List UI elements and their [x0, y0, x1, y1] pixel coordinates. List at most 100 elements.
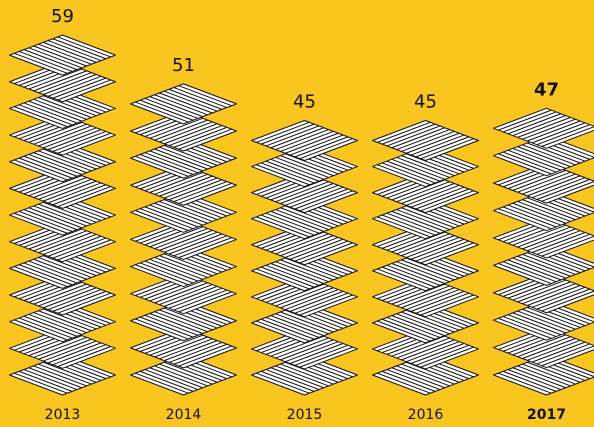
hatch [396, 233, 450, 255]
hatch [154, 228, 208, 250]
hatch [377, 320, 431, 342]
hatch [57, 186, 111, 208]
hatch [299, 138, 353, 160]
hatch [498, 208, 552, 230]
hatch [159, 146, 213, 168]
hatch [280, 235, 334, 257]
tile [130, 191, 237, 233]
hatch [38, 203, 92, 225]
hatch [512, 367, 566, 389]
hatch [265, 316, 320, 338]
hatch [498, 317, 552, 339]
hatch [159, 200, 213, 222]
hatch [522, 228, 576, 250]
hatch [47, 40, 102, 62]
hatch [33, 205, 87, 227]
hatch [280, 155, 334, 177]
hatch [164, 199, 218, 221]
hatch [522, 308, 576, 330]
hatch [415, 188, 470, 210]
hatch [507, 113, 562, 135]
hatch [135, 101, 189, 123]
hatch [377, 121, 431, 143]
hatch [396, 261, 450, 283]
hatch [270, 179, 324, 201]
hatch [536, 233, 591, 255]
hatch [135, 210, 189, 231]
hatch [14, 52, 68, 74]
hatch [33, 152, 87, 174]
hatch [391, 158, 445, 180]
hatch [159, 338, 213, 360]
hatch [173, 343, 228, 365]
hatch [149, 96, 203, 118]
hatch [396, 313, 450, 335]
hatch [38, 125, 92, 147]
hatch [154, 94, 208, 116]
hatch [159, 255, 213, 277]
hatch [275, 261, 329, 283]
hatch [139, 99, 194, 121]
hatch [391, 315, 445, 337]
hatch [38, 178, 92, 200]
hatch [149, 226, 203, 248]
hatch [517, 171, 571, 193]
hatch [144, 260, 199, 282]
hatch [270, 127, 324, 149]
hatch [144, 97, 199, 119]
hatch [38, 285, 92, 307]
tile [251, 328, 358, 370]
tile-stack [251, 120, 358, 396]
hatch [275, 156, 329, 178]
hatch [173, 126, 228, 148]
hatch [149, 258, 203, 280]
hatch [401, 207, 455, 229]
tile [9, 167, 116, 209]
hatch [512, 312, 566, 334]
hatch [522, 283, 576, 305]
hatch [144, 206, 199, 228]
tile [130, 137, 237, 179]
hatch [391, 263, 445, 284]
hatch [144, 369, 199, 391]
hatch [536, 124, 591, 146]
hatch [28, 207, 82, 229]
hatch [381, 266, 436, 288]
tile [372, 172, 479, 214]
hatch [270, 210, 324, 232]
hatch [168, 341, 223, 363]
hatch [294, 344, 349, 366]
value-label: 51 [172, 55, 195, 76]
hatch [541, 290, 594, 312]
tile [9, 34, 116, 76]
hatch [512, 169, 566, 191]
hatch [401, 130, 455, 152]
hatch [386, 212, 441, 234]
hatch [164, 123, 218, 145]
hatch [512, 202, 566, 224]
tile [251, 250, 358, 292]
hatch [377, 164, 431, 186]
hatch [415, 292, 470, 314]
hatch [18, 50, 73, 72]
hatch [391, 231, 445, 253]
hatch [512, 334, 566, 356]
hatch [299, 294, 353, 316]
hatch [381, 162, 436, 184]
value-label: 59 [51, 6, 74, 27]
hatch [280, 259, 334, 281]
hatch [527, 339, 581, 361]
hatch [498, 372, 552, 394]
hatch [47, 235, 102, 257]
hatch [57, 79, 111, 101]
hatch [260, 162, 315, 184]
hatch [396, 129, 450, 151]
hatch [406, 153, 460, 175]
tile [130, 83, 237, 125]
tile-stack [493, 107, 594, 396]
hatch [139, 262, 194, 284]
hatch [517, 116, 571, 138]
hatch [270, 263, 324, 284]
hatch [28, 175, 82, 197]
hatch [285, 341, 339, 363]
